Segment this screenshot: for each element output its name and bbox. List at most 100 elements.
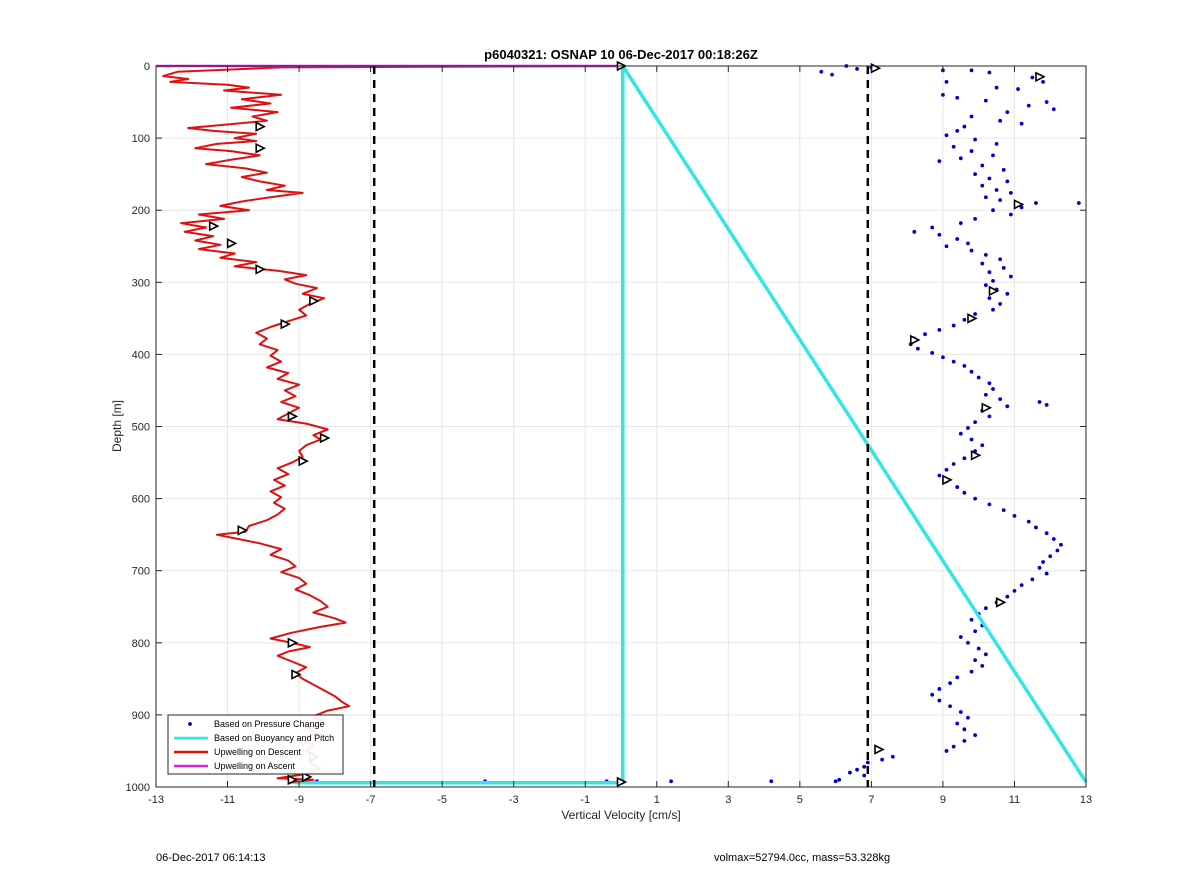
- data-point-based-on-pressure-change: [862, 764, 867, 769]
- data-point-based-on-pressure-change: [958, 710, 963, 714]
- data-point-based-on-pressure-change: [973, 172, 978, 177]
- data-point-based-on-pressure-change: [1026, 519, 1031, 524]
- data-point-based-on-pressure-change: [994, 141, 999, 146]
- data-point-based-on-pressure-change: [1005, 291, 1010, 296]
- data-point-based-on-pressure-change: [973, 312, 978, 316]
- data-point-based-on-pressure-change: [991, 278, 995, 283]
- data-point-based-on-pressure-change: [976, 646, 981, 651]
- data-point-based-on-pressure-change: [1037, 565, 1042, 570]
- data-point-based-on-pressure-change: [962, 364, 967, 368]
- data-point-based-on-pressure-change: [983, 652, 988, 657]
- data-point-based-on-pressure-change: [973, 658, 978, 663]
- triangle-marker: [237, 525, 249, 536]
- footer-timestamp: 06-Dec-2017 06:14:13: [156, 852, 266, 864]
- x-tick-label: 1: [654, 794, 660, 806]
- triangle-marker: [995, 597, 1007, 608]
- data-point-based-on-pressure-change: [955, 237, 960, 241]
- data-point-based-on-pressure-change: [987, 502, 992, 507]
- data-point-based-on-pressure-change: [1001, 167, 1006, 172]
- data-point-based-on-pressure-change: [948, 704, 952, 709]
- data-point-based-on-pressure-change: [830, 72, 834, 77]
- y-tick-label: 900: [132, 710, 150, 722]
- data-point-based-on-pressure-change: [998, 118, 1003, 123]
- x-tick-label: 5: [797, 794, 803, 806]
- data-point-based-on-pressure-change: [1019, 583, 1024, 588]
- data-point-based-on-pressure-change: [951, 359, 956, 364]
- data-point-based-on-pressure-change: [998, 257, 1003, 262]
- data-point-based-on-pressure-change: [937, 327, 942, 332]
- data-point-based-on-pressure-change: [958, 221, 963, 226]
- triangle-marker: [287, 774, 299, 786]
- data-point-based-on-pressure-change: [1048, 554, 1053, 559]
- y-tick-label: 300: [132, 277, 150, 289]
- data-point-based-on-pressure-change: [855, 767, 859, 772]
- data-point-based-on-pressure-change: [973, 420, 978, 425]
- data-point-based-on-pressure-change: [862, 773, 867, 778]
- y-tick-label: 200: [132, 205, 150, 217]
- data-point-based-on-pressure-change: [930, 225, 935, 230]
- x-tick-label: 11: [1009, 794, 1020, 806]
- data-point-based-on-pressure-change: [991, 153, 995, 158]
- series-line-upwelling-on-descent: [162, 65, 622, 783]
- triangle-marker: [226, 238, 238, 249]
- data-point-based-on-pressure-change: [948, 681, 952, 686]
- data-point-based-on-pressure-change: [944, 244, 949, 249]
- data-point-based-on-pressure-change: [1055, 548, 1060, 553]
- data-point-based-on-pressure-change: [1044, 402, 1049, 407]
- data-point-based-on-pressure-change: [998, 397, 1003, 402]
- triangle-marker: [280, 318, 292, 330]
- data-point-based-on-pressure-change: [980, 261, 985, 266]
- data-point-based-on-pressure-change: [1044, 571, 1049, 576]
- data-point-based-on-pressure-change: [1005, 404, 1010, 409]
- data-point-based-on-pressure-change: [973, 629, 978, 634]
- data-point-based-on-pressure-change: [1005, 179, 1010, 184]
- legend-box: [167, 714, 344, 775]
- data-point-based-on-pressure-change: [848, 770, 852, 775]
- data-point-based-on-pressure-change: [890, 754, 895, 759]
- data-point-based-on-pressure-change: [923, 332, 927, 337]
- x-tick-label: 7: [868, 794, 874, 806]
- data-point-based-on-pressure-change: [969, 149, 974, 153]
- triangle-marker: [616, 776, 628, 788]
- triangle-marker: [298, 455, 309, 467]
- data-point-based-on-pressure-change: [1016, 87, 1020, 91]
- data-point-based-on-pressure-change: [962, 456, 967, 461]
- x-tick-label: 3: [725, 794, 731, 806]
- y-tick-label: 0: [144, 61, 150, 73]
- data-point-based-on-pressure-change: [994, 85, 999, 90]
- data-point-based-on-pressure-change: [983, 283, 988, 288]
- data-point-based-on-pressure-change: [1041, 79, 1045, 84]
- y-tick-label: 500: [132, 422, 150, 434]
- data-point-based-on-pressure-change: [966, 426, 970, 430]
- data-point-based-on-pressure-change: [998, 198, 1003, 203]
- data-point-based-on-pressure-change: [1051, 537, 1056, 541]
- data-point-based-on-pressure-change: [819, 69, 824, 74]
- data-point-based-on-pressure-change: [1026, 103, 1031, 108]
- triangle-marker: [1013, 199, 1025, 210]
- data-point-based-on-pressure-change: [983, 606, 988, 611]
- ticks: -13 -11 -9 -7 -5 -3 -1 1 3 5 7 9 11 13010020030040050…: [126, 61, 1093, 806]
- data-point-based-on-pressure-change: [937, 232, 942, 237]
- triangle-marker: [970, 450, 982, 461]
- data-point-based-on-pressure-change: [966, 640, 970, 645]
- triangle-marker: [1035, 71, 1046, 83]
- data-point-based-on-pressure-change: [912, 229, 917, 234]
- data-point-based-on-pressure-change: [1019, 205, 1024, 210]
- triangle-marker: [255, 264, 266, 275]
- data-point-based-on-pressure-change: [980, 163, 985, 168]
- data-point-based-on-pressure-change: [987, 381, 992, 386]
- data-point-based-on-pressure-change: [769, 779, 774, 784]
- legend-label: Upwelling on Ascent: [214, 761, 296, 771]
- data-point-based-on-pressure-change: [1037, 400, 1042, 404]
- data-point-based-on-pressure-change: [969, 369, 974, 374]
- data-point-based-on-pressure-change: [951, 323, 956, 328]
- x-tick-label: -3: [509, 794, 519, 806]
- y-tick-label: 800: [132, 638, 150, 650]
- triangle-marker: [291, 669, 302, 680]
- data-point-based-on-pressure-change: [987, 296, 992, 301]
- triangle-marker: [208, 220, 220, 232]
- data-point-based-on-pressure-change: [991, 307, 995, 312]
- data-point-based-on-pressure-change: [969, 437, 974, 442]
